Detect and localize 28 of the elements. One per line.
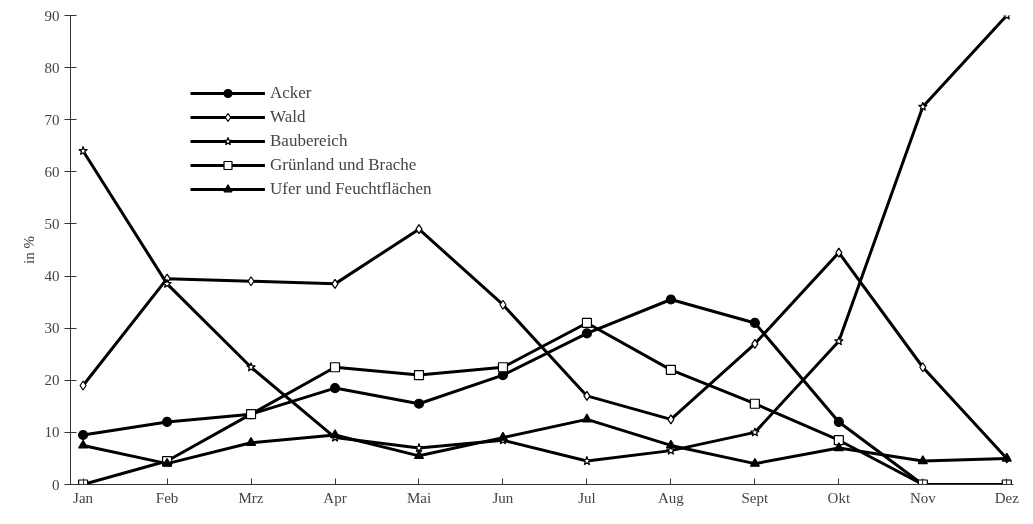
- x-tick-label: Dez: [994, 489, 1020, 506]
- y-tick-label: 0: [52, 476, 60, 493]
- legend-label: Baubereich: [270, 131, 348, 151]
- y-tick-label: 40: [44, 268, 60, 285]
- legend-label: Acker: [270, 83, 312, 103]
- y-tick-label: 60: [44, 163, 60, 180]
- y-tick-label: 70: [44, 111, 60, 128]
- x-tick-label: Jun: [492, 489, 514, 506]
- x-tick-label: Sept: [741, 489, 770, 506]
- x-tick-label: Aug: [657, 489, 685, 506]
- x-tick-label: Okt: [827, 489, 851, 506]
- x-tick-label: Mai: [406, 489, 432, 506]
- y-tick-label: 90: [44, 7, 60, 24]
- x-tick-label: Jul: [578, 489, 596, 506]
- y-tick-label: 10: [44, 424, 60, 441]
- x-tick-label: Feb: [155, 489, 179, 506]
- x-tick-label: Mrz: [238, 489, 264, 506]
- x-tick-label: Apr: [323, 489, 347, 506]
- x-tick-label: Jan: [73, 489, 94, 506]
- y-tick-label: 80: [44, 59, 60, 76]
- y-axis-title: in %: [20, 236, 37, 264]
- y-tick-label: 30: [44, 320, 60, 337]
- y-tick-label: 50: [44, 215, 60, 232]
- legend-label: Wald: [270, 107, 306, 127]
- x-tick-label: Nov: [909, 489, 937, 506]
- y-tick-label: 20: [44, 372, 60, 389]
- legend-label: Grünland und Brache: [270, 155, 417, 175]
- legend-label: Ufer und Feuchtflächen: [270, 179, 432, 199]
